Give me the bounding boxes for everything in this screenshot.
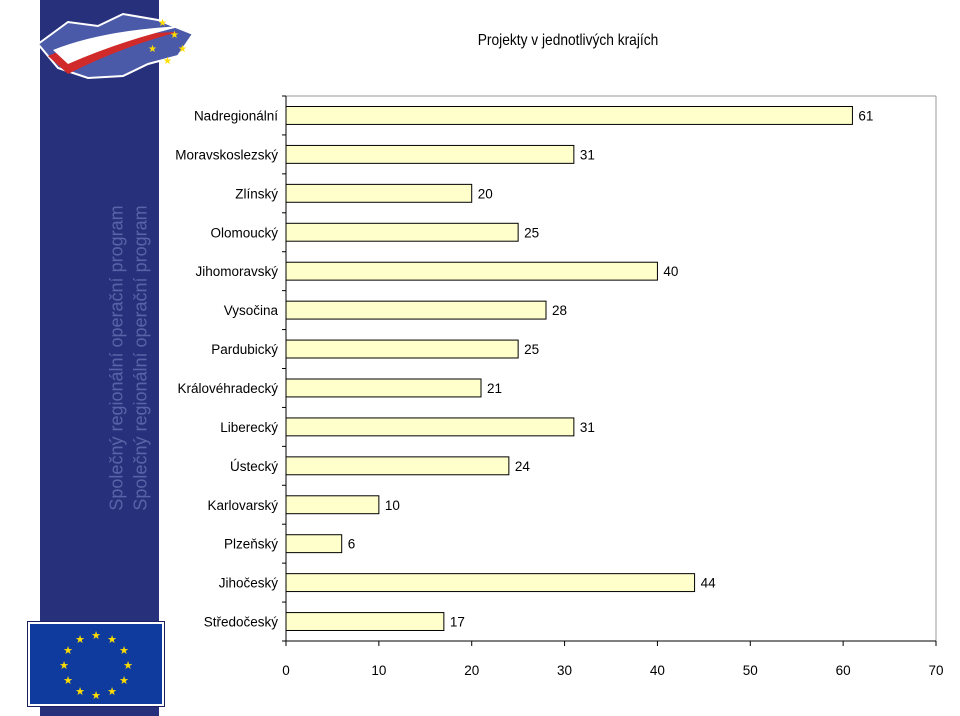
category-label: Jihomoravský [195,264,278,279]
category-label: Zlínský [235,186,278,201]
x-tick-label: 60 [836,663,851,678]
svg-text:★: ★ [158,18,167,29]
bar [285,300,547,320]
eu-flag-icon: ★ ★★ ★★★ ★★★ ★★★ [27,621,165,707]
bar [285,534,343,554]
bar [285,573,696,593]
category-label: Moravskoslezský [175,147,278,162]
bar [285,339,519,359]
data-label: 25 [524,342,539,357]
bar [285,378,482,398]
x-tick-label: 30 [557,663,572,678]
data-label: 20 [478,186,493,201]
category-label: Vysočina [224,303,279,318]
svg-text:★: ★ [75,633,85,646]
data-label: 40 [663,264,678,279]
svg-text:★: ★ [163,56,172,67]
category-label: Plzeňský [224,537,278,552]
x-tick-label: 70 [928,663,943,678]
bar [285,417,575,437]
category-label: Ústecký [230,459,278,474]
svg-text:★: ★ [91,629,101,642]
category-label: Olomoucký [210,225,278,240]
bar [285,144,575,164]
category-label: Nadregionální [194,108,278,123]
data-label: 28 [552,303,567,318]
data-label: 21 [487,381,502,396]
bar [285,106,853,125]
data-label: 31 [580,420,595,435]
chart-title: Projekty v jednotlivých krajích [477,32,659,49]
bar [285,456,510,476]
category-label: Karlovarský [207,498,278,513]
data-label: 44 [701,576,717,591]
svg-text:★: ★ [75,685,85,698]
data-label: 24 [515,459,531,474]
data-label: 10 [385,498,400,513]
svg-text:★: ★ [119,674,129,687]
svg-text:★: ★ [63,644,73,657]
x-tick-label: 50 [743,663,758,678]
bar [285,261,658,281]
category-label: Královéhradecký [177,381,278,396]
data-label: 17 [450,615,465,630]
x-tick-label: 0 [282,663,290,678]
bar [285,222,519,242]
svg-text:★: ★ [119,644,129,657]
svg-text:★: ★ [178,44,187,55]
x-tick-label: 40 [650,663,665,678]
bar [285,612,445,631]
data-label: 25 [524,225,539,240]
svg-text:★: ★ [107,633,117,646]
data-label: 6 [348,537,356,552]
svg-text:★: ★ [107,685,117,698]
svg-text:★: ★ [63,674,73,687]
category-label: Jihočeský [219,576,279,591]
data-label: 31 [580,147,595,162]
svg-text:★: ★ [91,689,101,702]
bar [285,183,473,203]
sidebar-banner: Společný regionální operační program Spo… [40,0,159,716]
svg-text:★: ★ [170,30,179,41]
svg-text:★: ★ [59,659,69,672]
data-label: 61 [858,108,873,123]
sropl-logo: ★ ★ ★ ★ ★ [36,12,195,80]
bar [285,495,380,515]
category-label: Liberecký [220,420,278,435]
svg-text:★: ★ [148,44,157,55]
x-tick-label: 20 [464,663,479,678]
svg-text:★: ★ [123,659,133,672]
category-label: Pardubický [211,342,278,357]
x-tick-label: 10 [371,663,386,678]
category-label: Středočeský [204,615,279,630]
